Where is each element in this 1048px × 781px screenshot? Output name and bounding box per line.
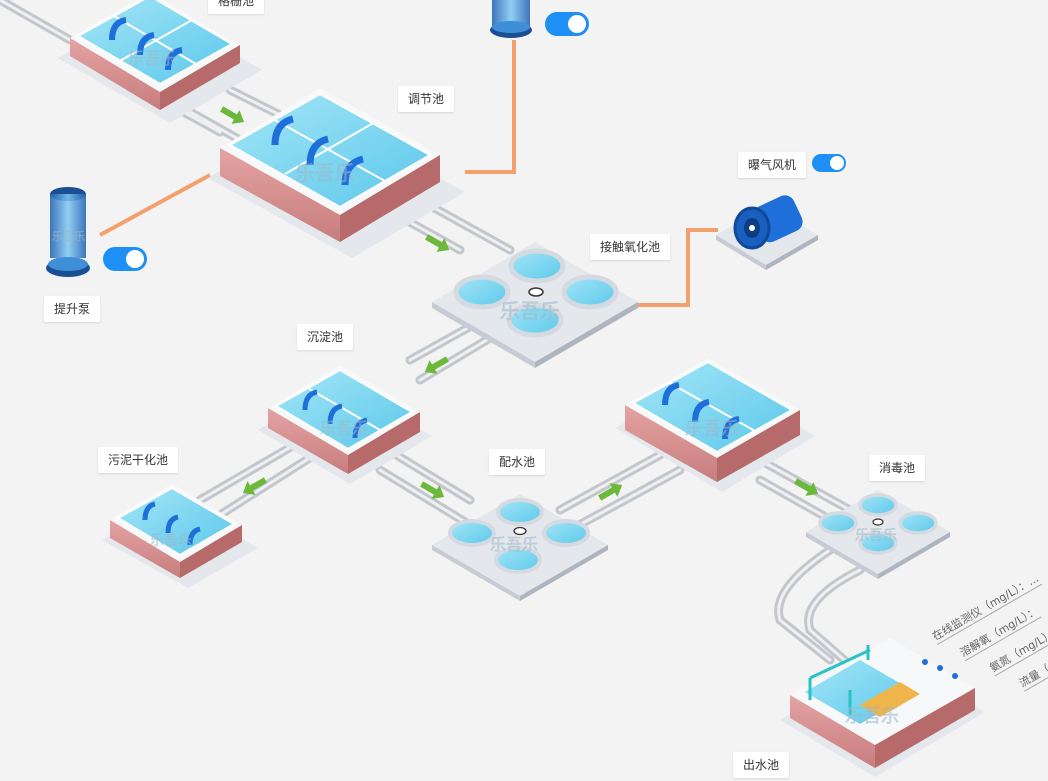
- arrow-down-right-icon: [220, 106, 245, 124]
- arrow-down-right-icon: [425, 234, 450, 252]
- arrow-right-icon: [598, 483, 623, 501]
- signal-lines: [99, 40, 718, 307]
- label-sludge-drying: 污泥干化池: [98, 447, 179, 473]
- lift-pump-toggle[interactable]: [103, 247, 147, 271]
- label-regulating-tank: 调节池: [398, 86, 455, 112]
- top-pump-toggle[interactable]: [545, 12, 589, 36]
- aeration-fan-toggle[interactable]: [812, 154, 846, 172]
- label-disinfection: 消毒池: [869, 455, 926, 481]
- clarifier-distribution: [432, 494, 608, 601]
- toggle-knob: [830, 156, 844, 170]
- label-lift-pump: 提升泵: [44, 296, 101, 322]
- clarifier-contact-oxidation: [432, 242, 638, 368]
- watermark-text: 乐吾乐: [685, 419, 739, 440]
- watermark-text: 乐吾乐: [52, 229, 85, 243]
- watermark-text: 乐吾乐: [500, 299, 560, 323]
- pump-icon[interactable]: [46, 187, 90, 277]
- outlet-tank: [780, 638, 985, 777]
- tank-top: [58, 0, 262, 123]
- watermark-text: 乐吾乐: [320, 419, 368, 438]
- arrow-down-left-icon: [242, 477, 267, 495]
- tank-sludge: [102, 484, 258, 588]
- label-aeration-fan: 曝气风机: [738, 152, 807, 178]
- watermark-text: 乐吾乐: [150, 532, 192, 549]
- toggle-knob: [568, 15, 586, 33]
- clarifier-disinfection: [806, 490, 950, 579]
- arrow-down-left-icon: [424, 356, 449, 374]
- watermarks: 乐吾乐 乐吾乐 乐吾乐 乐吾乐 乐吾乐 乐吾乐 乐吾乐 乐吾乐 乐吾乐 乐吾乐: [52, 49, 899, 727]
- watermark-text: 乐吾乐: [845, 706, 899, 727]
- label-sedimentation: 沉淀池: [297, 324, 354, 350]
- toggle-knob: [126, 250, 144, 268]
- label-distribution: 配水池: [489, 449, 546, 475]
- watermark-text: 乐吾乐: [490, 535, 538, 554]
- tank-regulating: [208, 88, 465, 258]
- pump-icon[interactable]: [490, 0, 532, 38]
- fan-motor-icon[interactable]: [716, 192, 818, 270]
- label-outlet: 出水池: [733, 752, 790, 778]
- tank-sedimentation: [258, 365, 432, 484]
- watermark-text: 乐吾乐: [855, 527, 897, 544]
- label-contact-oxidation: 接触氧化池: [590, 234, 671, 260]
- arrow-down-right-icon: [420, 481, 445, 499]
- arrow-down-right-icon: [794, 478, 819, 496]
- watermark-text: 乐吾乐: [295, 161, 355, 185]
- label-top-tank: 格栅池: [208, 0, 265, 14]
- tank-right: [615, 358, 815, 492]
- watermark-text: 乐吾乐: [128, 49, 176, 68]
- flow-arrows: [220, 106, 819, 501]
